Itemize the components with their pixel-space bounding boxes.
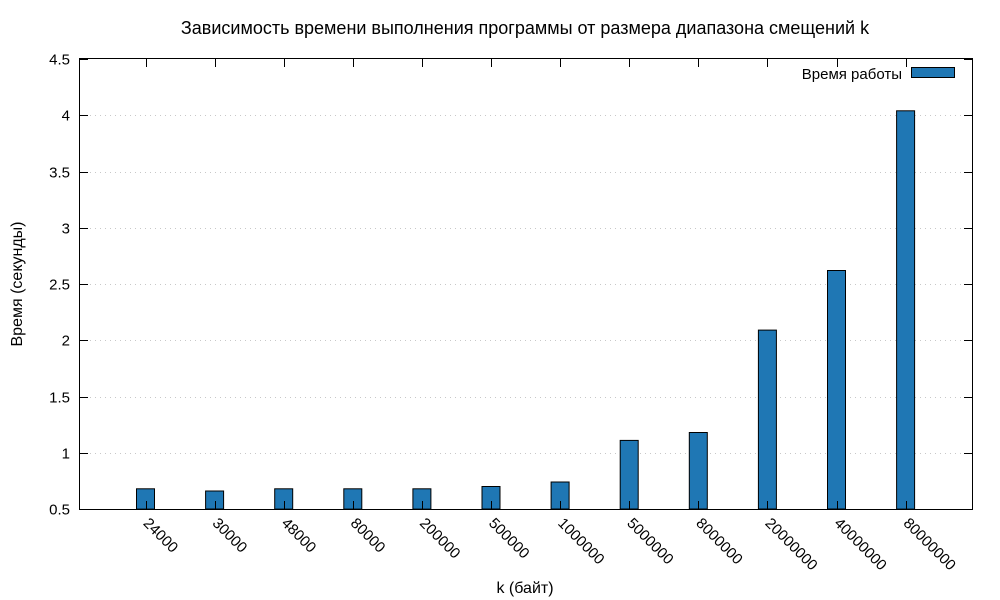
bar: [619, 439, 639, 510]
y-axis-label: Время (секунды): [9, 222, 26, 347]
y-tick-label: 3.5: [49, 165, 70, 182]
bar: [343, 488, 363, 510]
chart-title: Зависимость времени выполнения программы…: [181, 18, 870, 38]
bar: [136, 488, 155, 510]
legend: Время работы: [802, 66, 955, 83]
x-tick-label: 20000000: [762, 515, 821, 574]
bar: [205, 490, 225, 510]
legend-label: Время работы: [802, 66, 902, 83]
x-tick-label: 8000000: [692, 515, 745, 568]
y-tick-label: 1: [62, 446, 70, 463]
x-tick-label: 1000000: [554, 515, 607, 568]
bar: [896, 110, 916, 510]
y-tick-label: 4: [62, 108, 70, 125]
bar: [412, 488, 432, 510]
bar: [274, 488, 294, 510]
x-tick-label: 80000: [347, 515, 389, 557]
x-tick-label: 200000: [416, 515, 463, 562]
x-tick-label: 80000000: [900, 515, 959, 574]
plot-frame: [79, 58, 973, 510]
bar: [757, 329, 777, 510]
grid-lines: [80, 115, 972, 454]
x-tick-label: 24000: [140, 515, 182, 557]
y-tick-label: 2: [62, 333, 70, 350]
x-tick-label: 40000000: [831, 515, 890, 574]
y-tick-label: 3: [62, 221, 70, 238]
x-tick-label: 48000: [278, 515, 320, 557]
x-tick-label: 500000: [485, 515, 532, 562]
y-tick-label: 0.5: [49, 502, 70, 519]
y-axis-ticks: 0.5 1 1.5 2 2.5 3 3.5 4 4.5: [49, 52, 972, 519]
y-tick-label: 4.5: [49, 52, 70, 69]
y-tick-label: 2.5: [49, 277, 70, 294]
x-tick-label: 30000: [209, 515, 251, 557]
bar: [688, 432, 708, 510]
bar: [827, 270, 846, 510]
x-axis-label: k (байт): [496, 580, 553, 597]
y-tick-label: 1.5: [49, 390, 70, 407]
bars: [136, 110, 916, 510]
legend-swatch: [911, 67, 955, 78]
x-tick-label: 5000000: [623, 515, 676, 568]
